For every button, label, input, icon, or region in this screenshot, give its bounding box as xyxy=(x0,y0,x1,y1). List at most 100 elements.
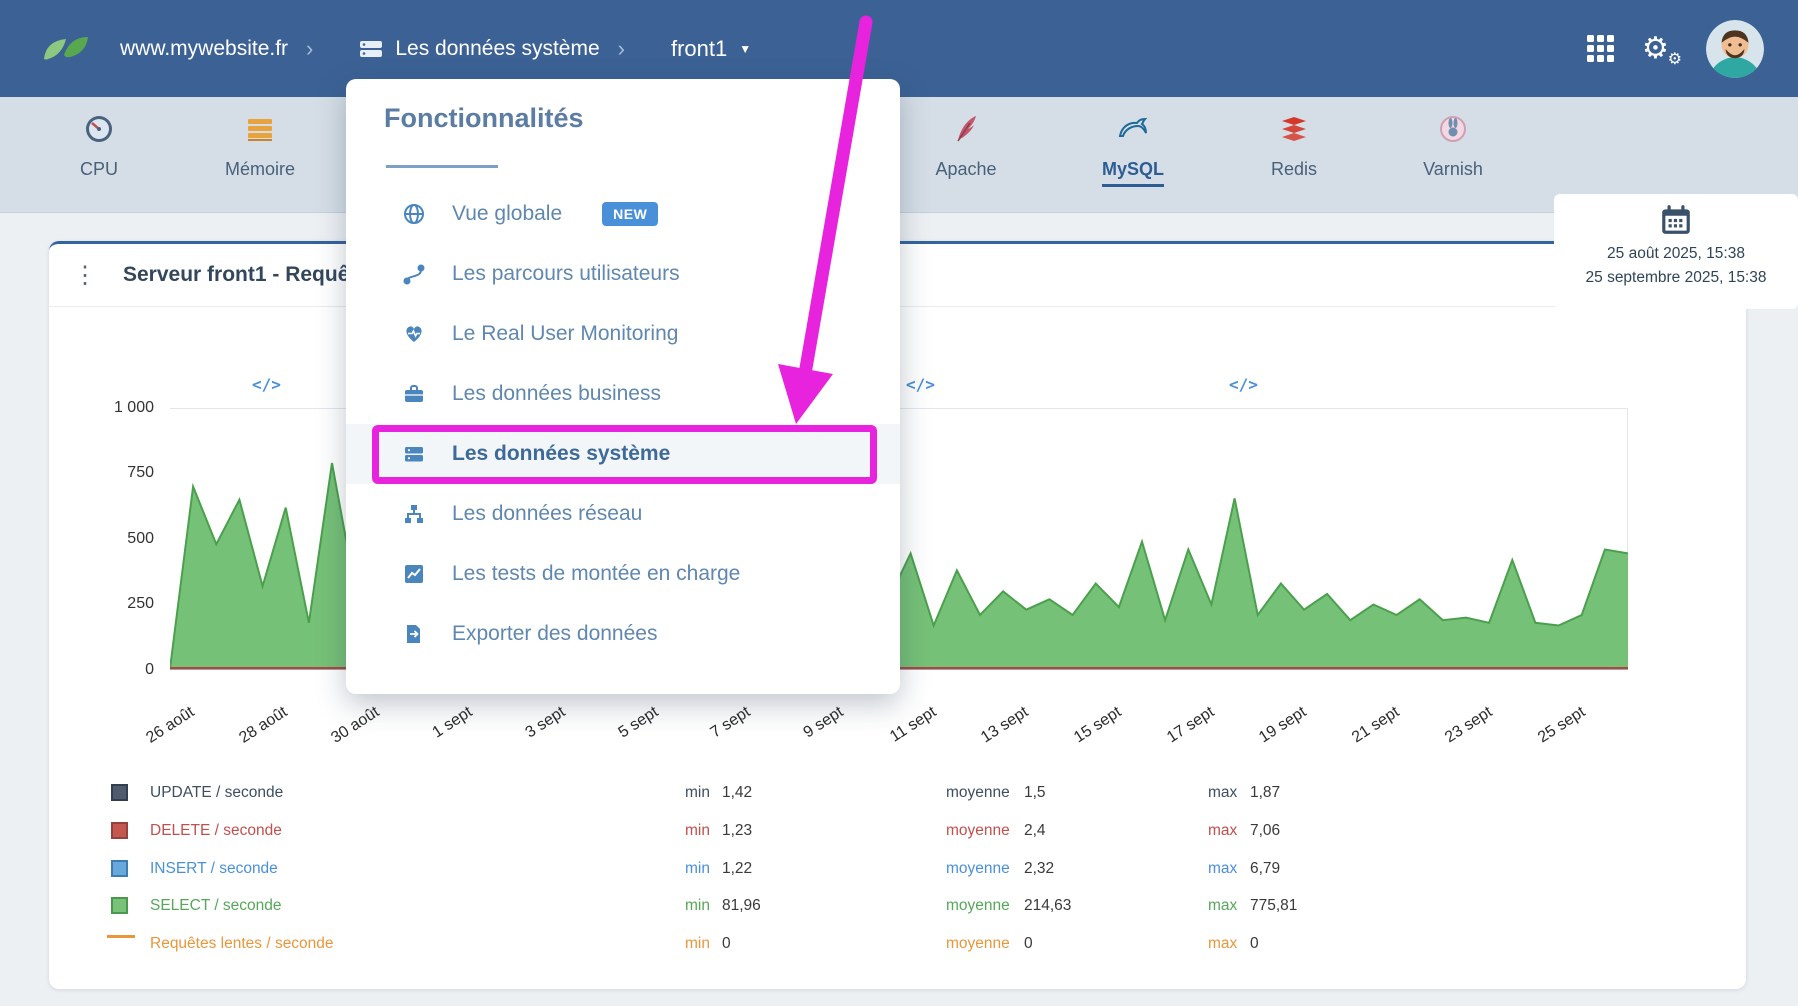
tab-varnish[interactable]: Varnish xyxy=(1388,113,1518,184)
menu-item-exporter-donnees[interactable]: Exporter des données xyxy=(346,604,900,664)
menu-item-donnees-systeme[interactable]: Les données système xyxy=(346,424,900,484)
legend-label[interactable]: UPDATE / seconde xyxy=(150,784,284,801)
network-icon xyxy=(402,503,426,525)
code-annotation-icon[interactable]: </> xyxy=(252,375,281,394)
chevron-down-icon: ▼ xyxy=(739,41,752,56)
apache-feather-icon xyxy=(950,113,982,150)
briefcase-icon xyxy=(402,383,426,405)
legend-max-label: max xyxy=(1208,860,1238,877)
x-axis-label: 9 sept xyxy=(800,703,847,742)
load-test-chart-icon xyxy=(402,563,426,585)
menu-item-label: Le Real User Monitoring xyxy=(452,322,679,345)
legend-avg-value: 2,32 xyxy=(1024,860,1055,877)
legend-row: DELETE / seconde min 1,23 moyenne 2,4 ma… xyxy=(49,822,1746,844)
legend-row: INSERT / seconde min 1,22 moyenne 2,32 m… xyxy=(49,860,1746,882)
legend-label[interactable]: Requêtes lentes / seconde xyxy=(150,935,334,952)
breadcrumb-separator: › xyxy=(306,35,314,61)
legend-min-label: min xyxy=(685,935,710,952)
menu-item-real-user-monitoring[interactable]: Le Real User Monitoring xyxy=(346,304,900,364)
user-journeys-icon xyxy=(402,263,426,285)
menu-item-donnees-reseau[interactable]: Les données réseau xyxy=(346,484,900,544)
tab-mysql[interactable]: MySQL xyxy=(1068,113,1198,187)
tab-cpu[interactable]: CPU xyxy=(34,113,164,184)
legend-avg-value: 1,5 xyxy=(1024,784,1046,801)
x-axis-label: 21 sept xyxy=(1349,703,1403,747)
legend-min-value: 1,22 xyxy=(722,860,753,877)
calendar-icon xyxy=(1659,203,1693,242)
menu-item-label: Les données business xyxy=(452,382,661,405)
legend-max-value: 775,81 xyxy=(1250,897,1298,914)
menu-title: Fonctionnalités xyxy=(384,103,584,133)
kebab-menu-icon[interactable]: ⋮ xyxy=(73,261,97,289)
menu-item-label: Les parcours utilisateurs xyxy=(452,262,680,285)
breadcrumb-site[interactable]: www.mywebsite.fr xyxy=(120,37,288,61)
gauge-icon xyxy=(83,113,115,150)
apps-grid-icon[interactable] xyxy=(1587,35,1614,62)
x-axis-label: 25 sept xyxy=(1534,703,1588,747)
legend-min-label: min xyxy=(685,784,710,801)
brand-leaf-logo[interactable] xyxy=(36,29,92,69)
legend-max-value: 7,06 xyxy=(1250,822,1281,839)
user-avatar[interactable] xyxy=(1706,19,1764,78)
redis-cube-icon xyxy=(1278,113,1310,150)
menu-item-tests-montee-en-charge[interactable]: Les tests de montée en charge xyxy=(346,544,900,604)
globe-icon xyxy=(402,203,426,225)
legend-avg-value: 2,4 xyxy=(1024,822,1046,839)
tab-redis[interactable]: Redis xyxy=(1229,113,1359,184)
tab-label: CPU xyxy=(79,159,118,179)
code-annotation-icon[interactable]: </> xyxy=(906,375,935,394)
menu-item-vue-globale[interactable]: Vue globale NEW xyxy=(346,184,900,244)
x-axis-label: 23 sept xyxy=(1441,703,1496,747)
breadcrumb-server-selector[interactable]: front1 ▼ xyxy=(671,36,751,62)
tab-memoire[interactable]: Mémoire xyxy=(195,113,325,184)
x-axis-label: 28 août xyxy=(236,703,291,747)
heart-pulse-icon xyxy=(402,323,426,345)
x-axis-label: 26 août xyxy=(143,703,198,747)
menu-item-donnees-business[interactable]: Les données business xyxy=(346,364,900,424)
legend-label[interactable]: DELETE / seconde xyxy=(150,822,282,839)
settings-gears-icon[interactable]: ⚙ ⚙ xyxy=(1642,31,1682,68)
legend-max-label: max xyxy=(1208,897,1238,914)
legend-avg-value: 214,63 xyxy=(1024,897,1072,914)
x-axis-label: 3 sept xyxy=(522,703,569,742)
legend-avg-label: moyenne xyxy=(946,860,1010,877)
breadcrumb-section[interactable]: Les données système xyxy=(359,37,600,61)
y-axis-label: 750 xyxy=(127,464,154,481)
legend-avg-value: 0 xyxy=(1024,935,1033,952)
x-axis-label: 30 août xyxy=(328,703,383,747)
legend-row: Requêtes lentes / seconde min 0 moyenne … xyxy=(49,935,1746,957)
legend-max-value: 1,87 xyxy=(1250,784,1281,801)
legend-label[interactable]: INSERT / seconde xyxy=(150,860,278,877)
legend-row: SELECT / seconde min 81,96 moyenne 214,6… xyxy=(49,897,1746,919)
menu-item-parcours-utilisateurs[interactable]: Les parcours utilisateurs xyxy=(346,244,900,304)
legend-avg-label: moyenne xyxy=(946,897,1010,914)
breadcrumb-separator: › xyxy=(617,35,625,61)
legend-min-value: 81,96 xyxy=(722,897,761,914)
date-range-picker[interactable]: 25 août 2025, 15:38 25 septembre 2025, 1… xyxy=(1554,194,1798,309)
top-navbar: www.mywebsite.fr › Les données système ›… xyxy=(0,0,1798,97)
menu-item-label: Vue globale xyxy=(452,202,563,225)
menu-item-label: Les données système xyxy=(452,442,671,465)
menu-item-label: Exporter des données xyxy=(452,622,658,645)
legend-label[interactable]: SELECT / seconde xyxy=(150,897,282,914)
tab-apache[interactable]: Apache xyxy=(901,113,1031,184)
tab-label: Varnish xyxy=(1423,159,1483,179)
legend-min-label: min xyxy=(685,822,710,839)
menu-list: Vue globale NEW Les parcours utilisateur… xyxy=(346,184,900,664)
tab-label: Redis xyxy=(1270,159,1318,179)
legend-max-label: max xyxy=(1208,935,1238,952)
navbar-actions: ⚙ ⚙ xyxy=(1587,19,1764,78)
x-axis-label: 17 sept xyxy=(1163,703,1218,747)
server-stack-icon xyxy=(402,443,426,465)
mysql-dolphin-icon xyxy=(1117,113,1149,150)
y-axis-label: 1 000 xyxy=(113,399,154,416)
legend-min-label: min xyxy=(685,897,710,914)
menu-title-divider xyxy=(386,165,498,168)
legend-min-value: 0 xyxy=(722,935,731,952)
x-axis-label: 15 sept xyxy=(1071,703,1125,747)
card-title: Serveur front1 - Requê xyxy=(123,263,350,286)
legend-avg-label: moyenne xyxy=(946,935,1010,952)
code-annotation-icon[interactable]: </> xyxy=(1229,375,1258,394)
memory-icon xyxy=(244,113,276,150)
